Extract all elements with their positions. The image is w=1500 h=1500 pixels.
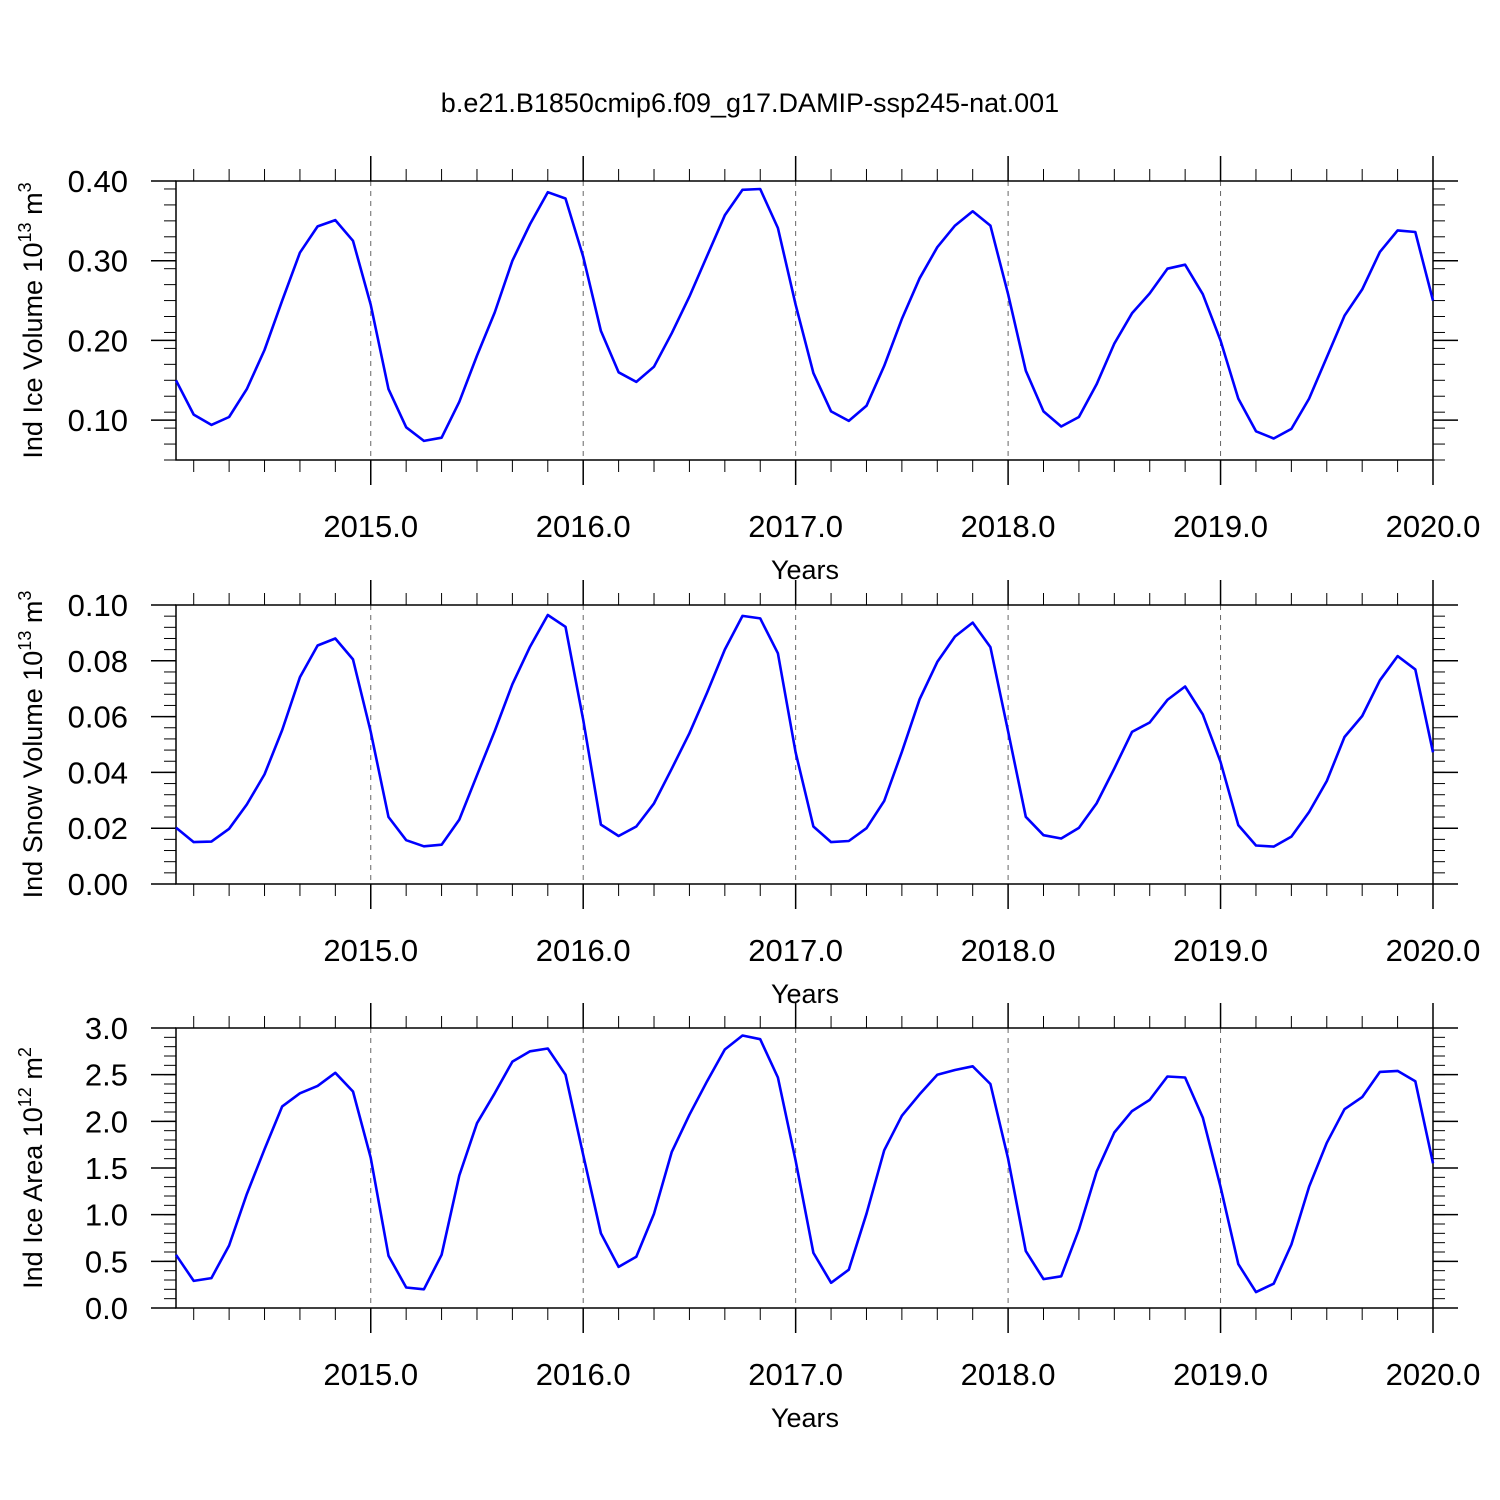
x-tick-label: 2020.0	[1386, 1357, 1481, 1392]
y-axis-title-part: 13	[15, 222, 35, 242]
series-line	[174, 1034, 1435, 1294]
y-axis-title-part: 3	[15, 182, 35, 192]
x-tick-label: 2017.0	[748, 1357, 843, 1392]
y-tick-label: 1.0	[85, 1198, 128, 1233]
x-tick-label: 2019.0	[1173, 1357, 1268, 1392]
x-tick-label: 2017.0	[748, 933, 843, 968]
x-tick-label: 2015.0	[323, 1357, 418, 1392]
y-axis-title-part: 13	[15, 631, 35, 651]
x-axis-title: Years	[771, 1403, 839, 1433]
y-tick-label: 0.30	[68, 244, 128, 279]
ice-area-panel: 0.0 0.5 1.0 1.5 2.0 2.5 3.0 2015.0 2016.0 2017.0 2…	[15, 1003, 1480, 1433]
plot-frame	[175, 180, 1434, 461]
plot-frame	[175, 1027, 1434, 1309]
x-tick-label: 2020.0	[1386, 509, 1481, 544]
y-axis-title-part: Ind Snow Volume 10	[18, 651, 48, 899]
x-axis-title: Years	[771, 555, 839, 585]
y-tick-label: 0.04	[68, 755, 128, 790]
y-axis-title: Ind Ice Volume 1013 m3	[15, 182, 48, 458]
y-axis-title: Ind Snow Volume 1013 m3	[15, 591, 48, 899]
y-axis-title-part: Ind Ice Volume 10	[18, 242, 48, 458]
y-axis-title-part: Ind Ice Area 10	[18, 1107, 48, 1289]
y-tick-label: 0.0	[85, 1291, 128, 1326]
y-axis-title-part: 2	[15, 1047, 35, 1057]
ice-volume-panel: 0.10 0.20 0.30 0.40 2015.0 2016.0 2017.0 2018.0…	[15, 156, 1480, 585]
y-axis-title-part: m	[18, 192, 48, 222]
y-tick-label: 0.10	[68, 403, 128, 438]
snow-volume-panel: 0.00 0.02 0.04 0.06 0.08 0.10 2015.0 2016.0 2017…	[15, 580, 1480, 1009]
y-tick-label: 3.0	[85, 1011, 128, 1046]
y-tick-label: 0.20	[68, 323, 128, 358]
x-tick-label: 2018.0	[961, 1357, 1056, 1392]
y-tick-label: 0.40	[68, 164, 128, 199]
y-tick-label: 0.08	[68, 644, 128, 679]
series-line	[175, 613, 1435, 848]
x-tick-label: 2015.0	[323, 509, 418, 544]
plot-frame	[175, 604, 1434, 885]
x-tick-label: 2019.0	[1173, 933, 1268, 968]
figure-title: b.e21.B1850cmip6.f09_g17.DAMIP-ssp245-na…	[440, 88, 1060, 118]
y-axis-title-part: 12	[15, 1087, 35, 1107]
y-axis-title: Ind Ice Area 1012 m2	[15, 1047, 48, 1289]
y-tick-label: 0.06	[68, 700, 128, 735]
series-line	[174, 187, 1435, 443]
y-tick-label: 0.10	[68, 588, 128, 623]
x-axis-title: Years	[771, 979, 839, 1009]
y-axis-title-part: 3	[15, 591, 35, 601]
y-axis-title-part: m	[18, 1057, 48, 1087]
x-tick-label: 2019.0	[1173, 509, 1268, 544]
x-tick-label: 2018.0	[961, 509, 1056, 544]
y-axis-title-part: m	[18, 601, 48, 631]
y-tick-label: 0.5	[85, 1244, 128, 1279]
y-tick-label: 2.0	[85, 1104, 128, 1139]
x-tick-label: 2016.0	[536, 509, 631, 544]
y-tick-label: 1.5	[85, 1151, 128, 1186]
x-tick-label: 2015.0	[323, 933, 418, 968]
y-tick-label: 2.5	[85, 1058, 128, 1093]
y-tick-label: 0.02	[68, 811, 128, 846]
y-tick-label: 0.00	[68, 867, 128, 902]
x-tick-label: 2016.0	[536, 1357, 631, 1392]
x-tick-label: 2017.0	[748, 509, 843, 544]
x-tick-label: 2016.0	[536, 933, 631, 968]
x-tick-label: 2018.0	[961, 933, 1056, 968]
x-tick-label: 2020.0	[1386, 933, 1481, 968]
